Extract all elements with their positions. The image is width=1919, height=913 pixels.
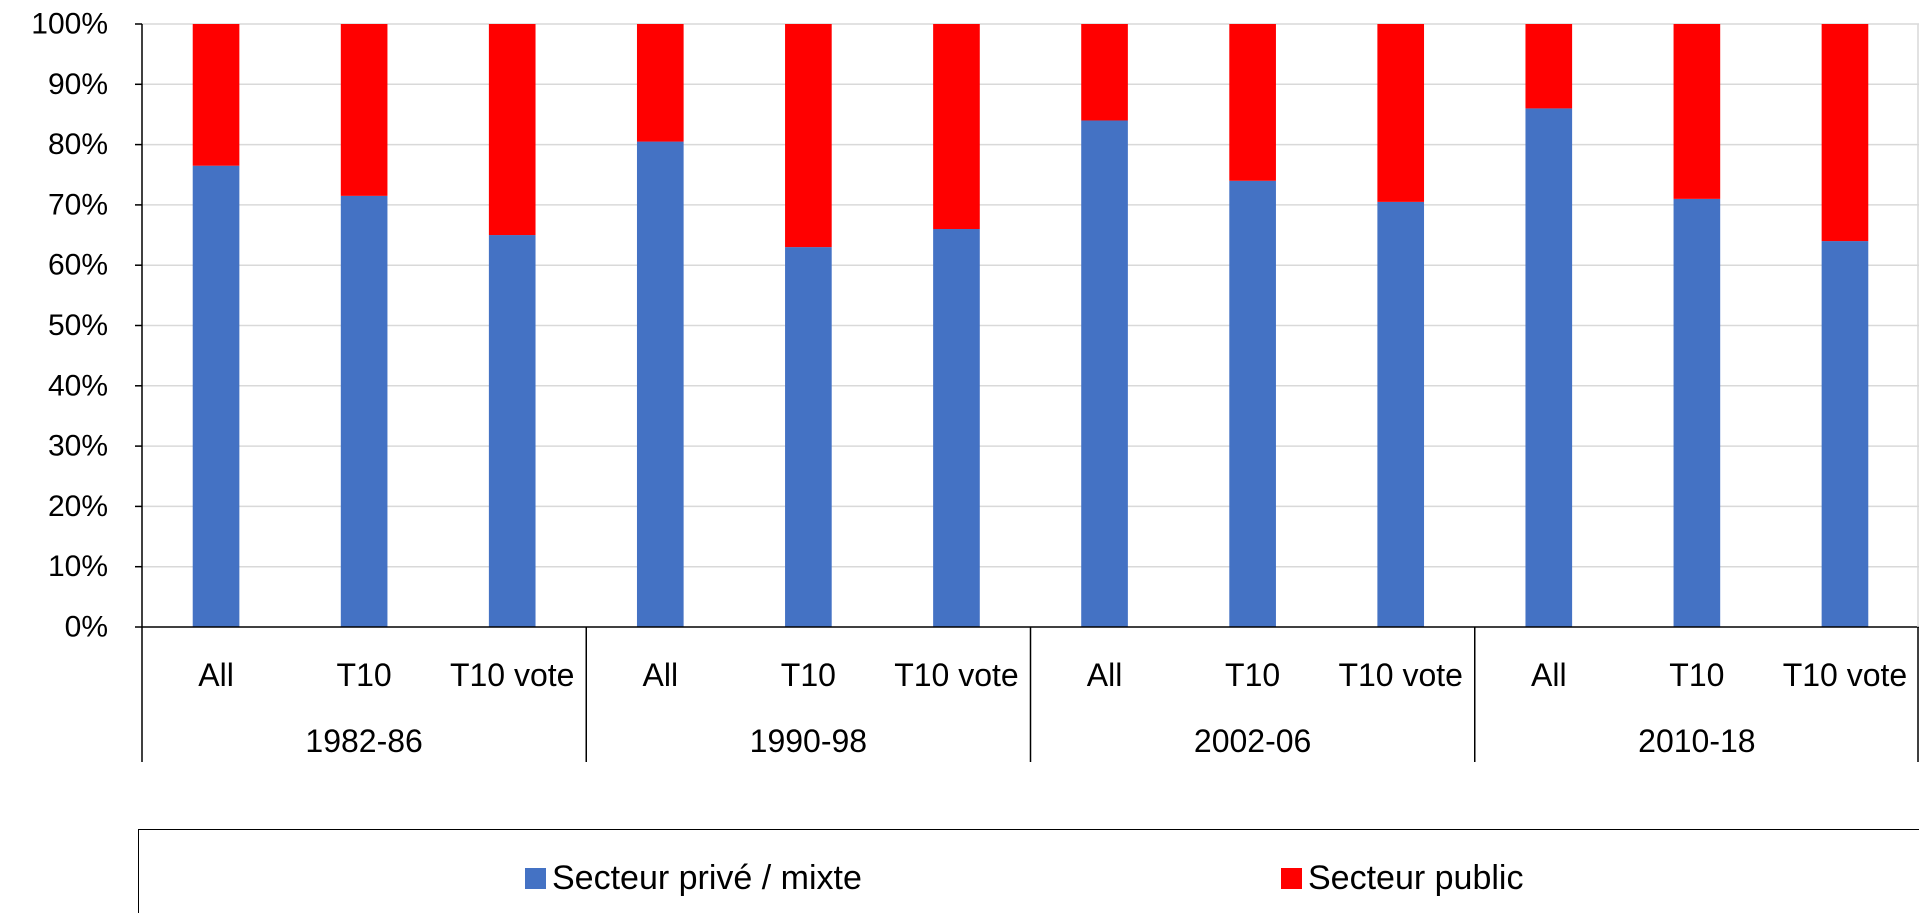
x-group-label: 2010-18 — [1638, 723, 1755, 759]
y-tick-label: 30% — [48, 430, 108, 463]
x-category-label: T10 vote — [1783, 657, 1908, 693]
x-category-label: T10 vote — [894, 657, 1019, 693]
x-category-label: All — [1087, 657, 1123, 693]
x-category-label: T10 — [337, 657, 392, 693]
bar-private — [1229, 180, 1276, 627]
bar-private — [785, 247, 832, 628]
y-tick-label: 60% — [48, 249, 108, 282]
bar-private — [1673, 198, 1721, 627]
bar-private — [933, 229, 980, 627]
bar-private — [340, 195, 388, 628]
x-category-label: T10 vote — [450, 657, 575, 693]
legend-item-private: Secteur privé / mixte — [525, 858, 862, 898]
bars — [192, 24, 1869, 628]
y-tick-label: 40% — [48, 369, 108, 402]
bar-public — [340, 24, 388, 196]
y-tick-label: 10% — [48, 550, 108, 583]
x-category-label: T10 — [781, 657, 836, 693]
bar-public — [933, 24, 980, 230]
legend-label-private: Secteur privé / mixte — [552, 859, 862, 897]
legend-swatch-private — [525, 867, 546, 889]
x-category-label: T10 — [1225, 657, 1280, 693]
bar-public — [192, 24, 240, 166]
bar-private — [636, 141, 684, 627]
bar-private — [192, 165, 240, 627]
y-tick-label: 0% — [65, 611, 108, 644]
x-group-label: 1982-86 — [305, 723, 422, 759]
bar-public — [1081, 24, 1128, 121]
y-tick-label: 20% — [48, 490, 108, 523]
y-tick-label: 50% — [48, 309, 108, 342]
bar-public — [1673, 24, 1721, 199]
x-category-label: T10 vote — [1338, 657, 1463, 693]
axes — [135, 23, 1919, 762]
bar-private — [488, 235, 536, 628]
legend: Secteur privé / mixte Secteur public — [138, 829, 1919, 913]
legend-label-public: Secteur public — [1308, 859, 1524, 897]
x-group-label: 2002-06 — [1194, 723, 1311, 759]
bar-public — [1377, 24, 1425, 202]
bar-private — [1377, 201, 1425, 627]
y-tick-label: 70% — [48, 188, 108, 221]
legend-item-public: Secteur public — [1281, 858, 1523, 898]
y-tick-label: 100% — [31, 8, 108, 41]
x-category-label: All — [643, 657, 679, 693]
bar-public — [785, 24, 832, 248]
bar-private — [1821, 241, 1869, 627]
y-tick-label: 80% — [48, 128, 108, 161]
bar-private — [1081, 120, 1128, 627]
bar-public — [1525, 24, 1573, 109]
gridlines — [142, 23, 1919, 568]
bar-public — [1229, 24, 1276, 181]
bar-private — [1525, 108, 1573, 628]
x-category-label: All — [1531, 657, 1567, 693]
bar-public — [636, 24, 684, 142]
y-tick-label: 90% — [48, 68, 108, 101]
x-category-label: T10 — [1669, 657, 1724, 693]
bar-public — [488, 24, 536, 236]
bar-public — [1821, 24, 1869, 242]
legend-swatch-public — [1281, 867, 1302, 889]
x-group-label: 1990-98 — [750, 723, 867, 759]
axis-labels: 0% 10% 20% 30% 40% 50% 60% 70% 80% 90% 100% All T10 T… — [31, 8, 1907, 760]
x-category-label: All — [198, 657, 234, 693]
